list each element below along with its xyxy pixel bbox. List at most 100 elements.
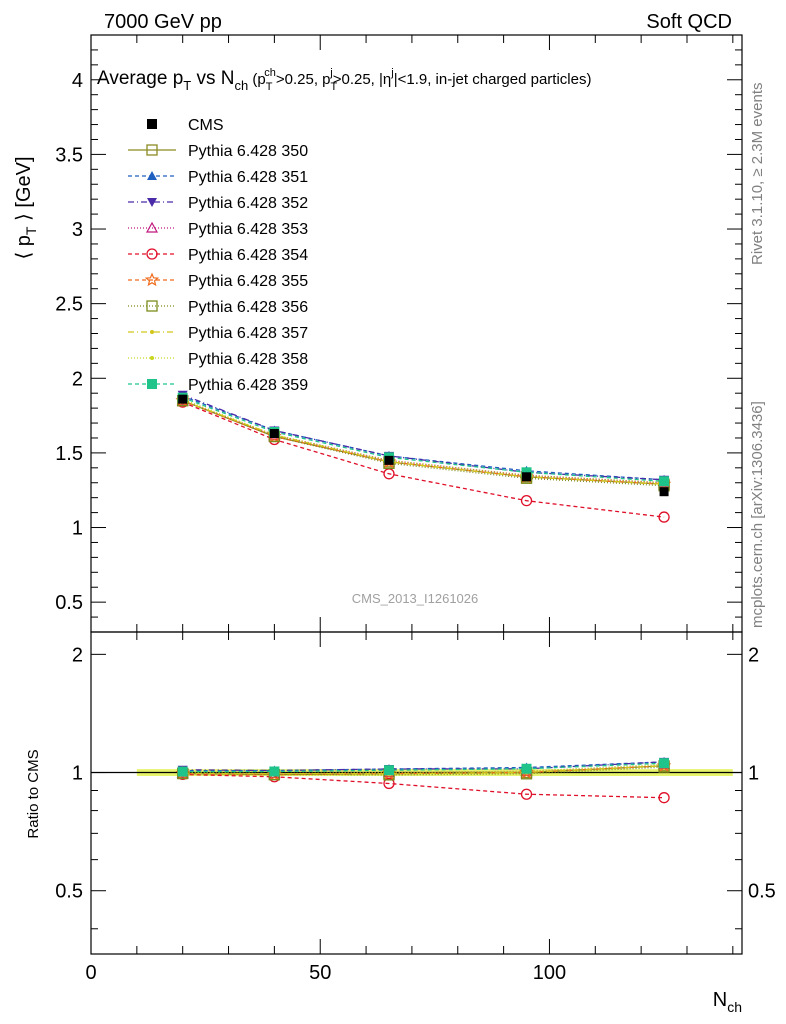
ratio-y-tick-label: 2: [72, 644, 83, 666]
series-line: [182, 400, 665, 485]
legend-label: CMS: [188, 117, 224, 134]
series-line: [182, 401, 665, 518]
data-point: [146, 300, 158, 312]
x-tick-label: 0: [85, 962, 96, 984]
legend-label: Pythia 6.428 355: [188, 273, 308, 290]
main-y-ticks: 0.5 1 1.5 2 2.5 3 3.5 4: [55, 34, 742, 633]
legend-label: Pythia 6.428 351: [188, 169, 308, 186]
series-line: [182, 400, 665, 485]
y-tick-label: 3.5: [55, 144, 83, 166]
data-point: [144, 272, 160, 287]
series-line: [182, 400, 665, 487]
data-point: [384, 455, 394, 465]
data-point: [145, 221, 159, 233]
data-point: [659, 487, 669, 497]
ratio-y-tick-label: 0.5: [55, 881, 83, 903]
y-tick-label: 2: [72, 368, 83, 390]
x-axis-title: Nch: [713, 989, 742, 1015]
data-point: [146, 144, 158, 156]
legend-label: Pythia 6.428 353: [188, 221, 308, 238]
data-point: [147, 171, 157, 180]
main-series: [175, 390, 672, 523]
y-tick-label: 1.5: [55, 443, 83, 465]
header-category: Soft QCD: [646, 11, 732, 33]
data-point: [520, 788, 533, 800]
legend-entry: Pythia 6.428 351: [128, 169, 308, 186]
chart-title: Average pT vs Nch (pTch>0.25, pTj>0.25, …: [97, 67, 591, 93]
ratio-x-ticks: 0 50 100: [85, 632, 734, 984]
series-line: [182, 398, 665, 484]
legend-entry: Pythia 6.428 358: [128, 351, 308, 368]
data-point: [658, 792, 670, 804]
legend-entry: Pythia 6.428 359: [128, 377, 308, 394]
legend-entry: Pythia 6.428 352: [128, 195, 308, 212]
legend-entry-cms: CMS: [147, 117, 224, 134]
data-point: [522, 472, 532, 482]
legend-entry: Pythia 6.428 355: [128, 272, 308, 290]
data-point: [383, 765, 394, 776]
data-point: [520, 495, 533, 507]
series-line: [182, 394, 665, 481]
ratio-y-ticks: 0.5 0.5 1 1 2 2: [55, 644, 776, 930]
rivet-label: Rivet 3.1.10, ≥ 2.3M events: [749, 83, 766, 266]
series-line: [182, 397, 665, 482]
ratio-series-line: [182, 773, 665, 799]
ylabel-sub: T: [23, 226, 39, 235]
ratio-y-tick-label: 1: [72, 763, 83, 785]
legend-label: Pythia 6.428 352: [188, 195, 308, 212]
main-x-ticks: [90, 35, 734, 632]
data-point: [521, 763, 532, 774]
ylabel-close: ⟩ [GeV]: [13, 156, 35, 226]
data-point: [147, 379, 157, 389]
ratio-y-tick-label-right: 0.5: [748, 881, 776, 903]
header-energy: 7000 GeV pp: [104, 11, 222, 33]
y-tick-label: 1: [72, 518, 83, 540]
y-tick-label: 0.5: [55, 592, 83, 614]
ratio-series-line: [182, 765, 665, 775]
legend-entry: Pythia 6.428 350: [128, 143, 308, 160]
legend-entry: Pythia 6.428 353: [128, 221, 308, 238]
data-point: [150, 356, 154, 360]
data-point: [659, 758, 670, 769]
legend-label: Pythia 6.428 359: [188, 377, 308, 394]
legend-label: Pythia 6.428 354: [188, 247, 308, 264]
data-point: [178, 394, 188, 404]
ratio-series-line: [182, 761, 665, 772]
series-line: [182, 395, 665, 481]
legend-label: Pythia 6.428 356: [188, 299, 308, 316]
mcplots-label: mcplots.cern.ch [arXiv:1306.3436]: [749, 401, 766, 628]
legend-label: Pythia 6.428 350: [188, 143, 308, 160]
data-point: [146, 248, 158, 260]
legend-entry: Pythia 6.428 357: [128, 325, 308, 342]
ratio-series: [175, 756, 672, 804]
legend-label: Pythia 6.428 358: [188, 351, 308, 368]
ratio-y-tick-label-right: 1: [748, 763, 759, 785]
ratio-y-tick-label-right: 2: [748, 644, 759, 666]
legend-entry: Pythia 6.428 356: [128, 299, 308, 316]
y-tick-label: 4: [72, 70, 83, 92]
ratio-y-axis-title: Ratio to CMS: [25, 749, 42, 838]
data-point: [658, 511, 670, 523]
data-point: [147, 119, 157, 129]
x-tick-label: 50: [309, 962, 331, 984]
ratio-panel-frame: [90, 631, 743, 955]
data-point: [147, 198, 157, 207]
data-point: [177, 766, 188, 777]
y-tick-label: 3: [72, 219, 83, 241]
data-point: [269, 766, 280, 777]
data-point: [659, 476, 670, 487]
x-tick-label: 100: [533, 962, 566, 984]
main-y-axis-title: ⟨ pT ⟩ [GeV]: [13, 156, 39, 259]
data-point: [150, 330, 154, 334]
series-line: [182, 400, 665, 484]
analysis-watermark: CMS_2013_I1261026: [352, 591, 479, 606]
data-point: [269, 428, 279, 438]
y-tick-label: 2.5: [55, 294, 83, 316]
legend-label: Pythia 6.428 357: [188, 325, 308, 342]
series-line: [182, 400, 665, 485]
ylabel-open: ⟨ p: [13, 235, 35, 259]
legend: CMS Pythia 6.428 350 Pythia 6.428 351 Pythi…: [128, 117, 308, 394]
data-point: [383, 777, 395, 790]
legend-entry: Pythia 6.428 354: [128, 247, 308, 264]
